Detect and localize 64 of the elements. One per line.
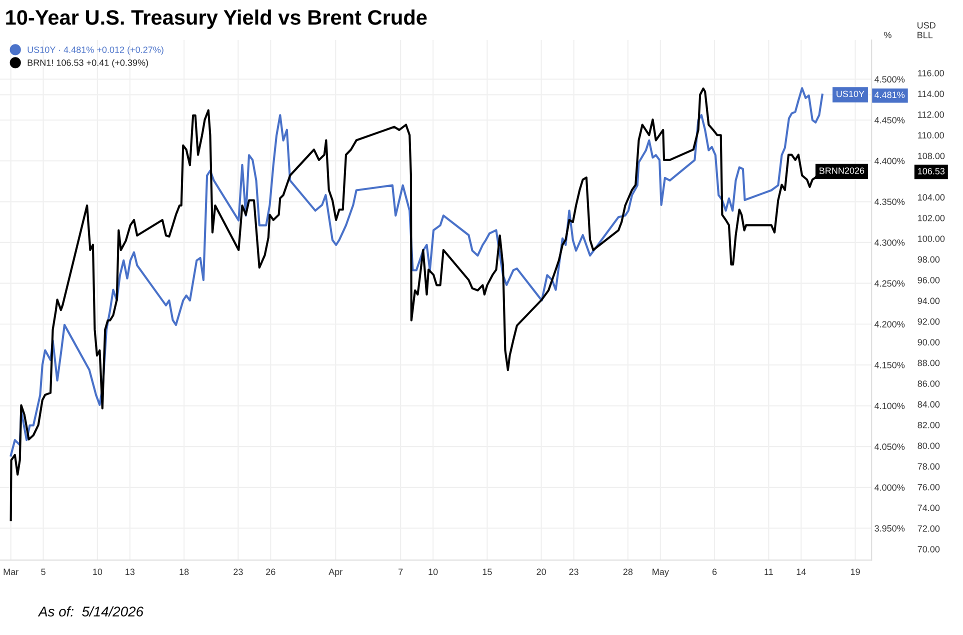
y2-tick-label: 116.00 bbox=[918, 70, 944, 76]
text: As of: 5/14/2026 bbox=[38, 606, 144, 617]
x-tick-label: May bbox=[652, 568, 669, 577]
x-tick-label: 15 bbox=[482, 568, 492, 576]
y2-tick-label: 108.00 bbox=[918, 152, 945, 160]
x-tick-label: 6 bbox=[712, 568, 717, 576]
y-tick-label: 4.100% bbox=[874, 402, 905, 410]
y2-tick-label: 98.00 bbox=[918, 256, 940, 263]
y2-tick-label: 100.00 bbox=[918, 236, 945, 242]
annotation: US10Y bbox=[836, 90, 864, 98]
y2-tick-label: 80.00 bbox=[918, 442, 940, 449]
y-axis-title: % bbox=[884, 32, 892, 38]
y2-tick-label: 102.00 bbox=[918, 214, 945, 222]
x-tick-label: 13 bbox=[126, 568, 135, 576]
y-tick-label: 4.500% bbox=[874, 76, 905, 83]
y2-tick-label: 110.00 bbox=[918, 132, 944, 138]
y2-tick-label: 88.00 bbox=[918, 360, 940, 366]
y2-tick-label: 72.00 bbox=[918, 525, 940, 532]
y2-tick-label: 76.00 bbox=[918, 484, 940, 490]
y2-tick-label: 96.00 bbox=[918, 276, 940, 284]
y2-tick-label: 78.00 bbox=[918, 463, 940, 470]
legend-label: BRN1! 106.53 +0.41 (+0.39%) bbox=[28, 59, 148, 68]
x-tick-label: 26 bbox=[266, 568, 276, 576]
x-tick-label: 23 bbox=[569, 568, 578, 576]
y2-tick-label: 114.00 bbox=[918, 90, 944, 98]
y2-tick-label: 112.00 bbox=[918, 111, 944, 118]
x-tick-label: 7 bbox=[398, 568, 403, 575]
y2-tick-label: 90.00 bbox=[918, 339, 940, 346]
y-tick-label: 4.050% bbox=[874, 444, 905, 450]
x-tick-label: 10 bbox=[93, 568, 102, 576]
x-tick-label: 5 bbox=[41, 568, 46, 576]
y-tick-label: 3.950% bbox=[874, 525, 905, 532]
x-tick-label: 18 bbox=[180, 568, 189, 576]
y-tick-label: 4.250% bbox=[874, 280, 905, 287]
chart-title: 10-Year U.S. Treasury Yield vs Brent Crude bbox=[6, 10, 427, 29]
y-tick-label: 4.350% bbox=[874, 198, 905, 206]
legend-label: US10Y · 4.481% +0.012 (+0.27%) bbox=[28, 46, 164, 55]
y-tick-label: 4.481% bbox=[874, 92, 905, 98]
x-tick-label: 23 bbox=[234, 568, 243, 576]
y-tick-label: 4.000% bbox=[874, 484, 905, 491]
x-tick-label: 11 bbox=[764, 568, 773, 575]
x-tick-label: 20 bbox=[536, 568, 546, 576]
y2-axis-title: USD BLL bbox=[918, 22, 936, 38]
x-tick-label: Apr bbox=[328, 568, 342, 577]
y-tick-label: 4.200% bbox=[874, 321, 905, 328]
y2-tick-label: 92.00 bbox=[918, 318, 940, 325]
y2-tick-label: 106.53 bbox=[918, 168, 945, 174]
y2-tick-label: 82.00 bbox=[918, 422, 940, 428]
y-tick-label: 4.400% bbox=[874, 158, 905, 164]
annotation: BRNN2026 bbox=[820, 167, 864, 174]
y-tick-label: 4.450% bbox=[874, 116, 905, 124]
y2-tick-label: 94.00 bbox=[918, 298, 940, 304]
y-tick-label: 4.300% bbox=[874, 239, 905, 246]
x-tick-label: 28 bbox=[623, 568, 633, 576]
x-tick-label: 10 bbox=[428, 568, 438, 576]
y2-tick-label: 84.00 bbox=[918, 401, 940, 408]
y2-tick-label: 104.00 bbox=[918, 194, 945, 201]
x-tick-label: 19 bbox=[850, 568, 860, 576]
y2-tick-label: 86.00 bbox=[918, 380, 940, 387]
y2-tick-label: 74.00 bbox=[918, 504, 940, 512]
x-tick-label: 14 bbox=[796, 568, 806, 575]
y2-tick-label: 70.00 bbox=[918, 546, 940, 552]
y-tick-label: 4.150% bbox=[874, 362, 905, 368]
x-tick-label: Mar bbox=[4, 568, 18, 576]
